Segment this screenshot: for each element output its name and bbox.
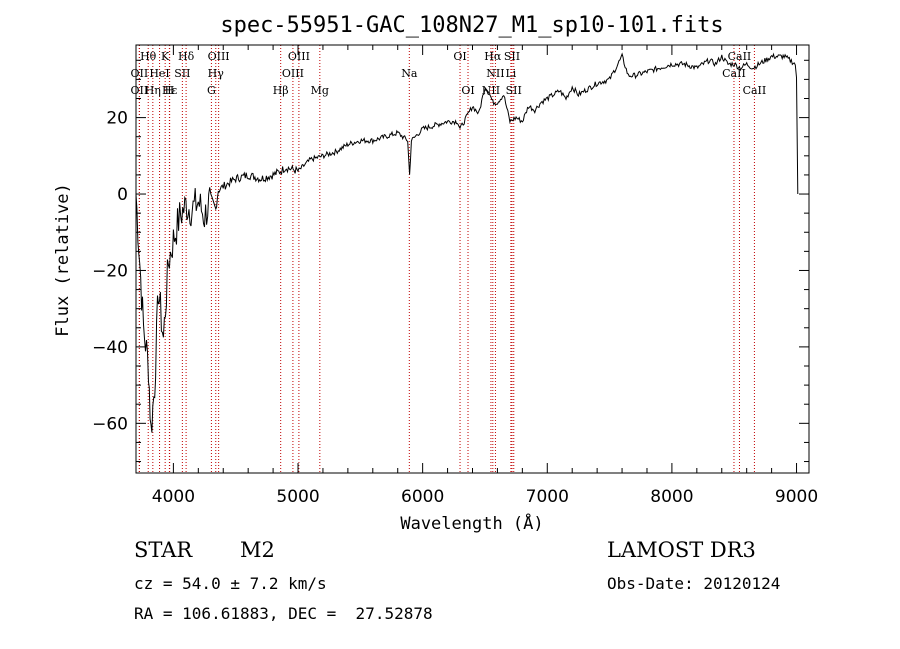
y-tick-label: −40 xyxy=(92,338,128,358)
plot-frame xyxy=(135,44,810,474)
line-marker-label: Li xyxy=(505,67,516,80)
redshift-cz: cz = 54.0 ± 7.2 km/s xyxy=(134,574,327,593)
line-marker-label: Hγ xyxy=(208,67,225,80)
line-marker-label: OII xyxy=(131,84,149,97)
line-marker-label: Mg xyxy=(311,84,329,97)
line-marker-label: CaII xyxy=(722,67,746,80)
object-class: STAR xyxy=(134,538,193,562)
line-marker-label: OIII xyxy=(288,50,310,63)
chart-title: spec-55951-GAC_108N27_M1_sp10-101.fits xyxy=(220,13,723,38)
line-marker-label: K xyxy=(161,50,170,63)
line-marker-label: SII xyxy=(506,84,522,97)
axis-ticks xyxy=(136,45,809,473)
x-tick-label: 5000 xyxy=(276,487,319,507)
line-marker-label: NII xyxy=(486,67,504,80)
survey-name: LAMOST DR3 xyxy=(607,538,756,562)
spectrum-line xyxy=(135,52,799,433)
line-marker-label: OI xyxy=(461,84,474,97)
line-marker-label: OIII xyxy=(208,50,230,63)
x-tick-label: 8000 xyxy=(650,487,693,507)
observation-date: Obs-Date: 20120124 xyxy=(607,574,781,593)
line-marker-label: SII xyxy=(174,67,190,80)
line-marker-label: HeI xyxy=(149,67,169,80)
line-marker-label: Hβ xyxy=(273,84,289,97)
x-tick-label: 7000 xyxy=(526,487,569,507)
line-marker-label: SII xyxy=(504,50,520,63)
x-axis-label: Wavelength (Å) xyxy=(400,512,543,534)
line-marker-label: NII xyxy=(482,84,500,97)
x-tick-label: 6000 xyxy=(401,487,444,507)
line-marker-label: Hη xyxy=(145,84,161,97)
y-axis-label: Flux (relative) xyxy=(53,183,73,337)
line-marker-label: CaII xyxy=(743,84,767,97)
object-subclass: M2 xyxy=(240,538,275,562)
line-marker-label: Na xyxy=(401,67,418,80)
line-marker-label: Hε xyxy=(162,84,178,97)
y-tick-label: −60 xyxy=(92,414,128,434)
x-tick-label: 9000 xyxy=(775,487,818,507)
line-marker-label: OI xyxy=(453,50,466,63)
line-marker-label: H xyxy=(165,84,175,97)
x-tick-label: 4000 xyxy=(152,487,195,507)
line-marker-label: Hα xyxy=(484,50,502,63)
y-tick-label: 0 xyxy=(117,185,128,205)
line-marker-label: OIII xyxy=(282,67,304,80)
line-marker-label: OII xyxy=(131,67,149,80)
axis-tick-labels: 4000 5000 6000 7000 8000 9000 −60 −40 −20 0 20 xyxy=(92,109,818,507)
y-tick-label: −20 xyxy=(92,261,128,281)
line-marker-label: Hθ xyxy=(140,50,157,63)
line-marker-label: Hδ xyxy=(178,50,195,63)
emission-line-markers xyxy=(138,45,755,473)
y-tick-label: 20 xyxy=(106,109,128,129)
line-marker-label: G xyxy=(207,84,216,97)
coordinates: RA = 106.61883, DEC = 27.52878 xyxy=(134,604,433,623)
line-marker-label: CaII xyxy=(728,50,752,63)
